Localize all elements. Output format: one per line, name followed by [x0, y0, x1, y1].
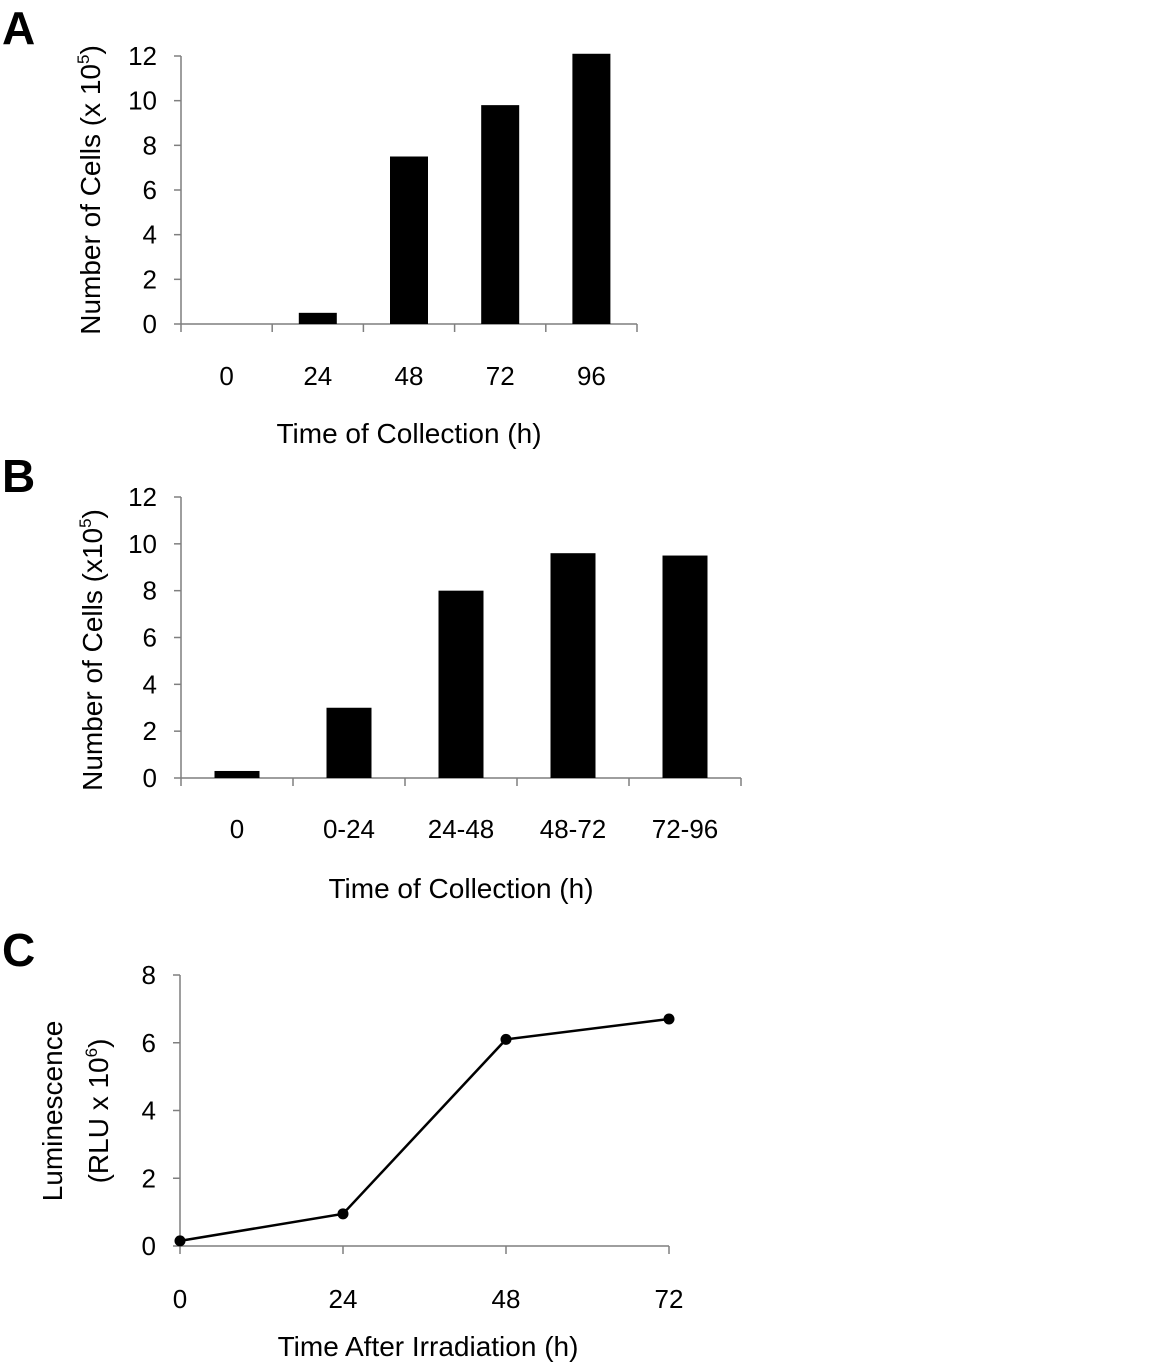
panel-c-y-axis-title-exponent: 6 — [82, 1048, 101, 1057]
panel-c-y-tick-label: 6 — [142, 1028, 156, 1058]
panel-a-bars — [298, 53, 611, 325]
panel-c-y-axis-title-line1: Luminescence — [37, 1021, 68, 1202]
panel-a-y-tick-label: 6 — [143, 175, 157, 205]
panel-a-y-tick-label: 4 — [143, 220, 157, 250]
panel-a-y-axis-title-exponent: 5 — [74, 55, 93, 64]
panel-b-x-tick-label: 0 — [230, 814, 244, 844]
panel-c-y-tick-label: 2 — [142, 1163, 156, 1193]
panel-a-x-tick-label: 48 — [395, 361, 424, 391]
panel-c-data-point — [663, 1013, 675, 1025]
panel-a-y-tick-label: 0 — [143, 309, 157, 339]
panel-c-x-tick-label: 0 — [173, 1284, 187, 1314]
panel-b-y-axis-title: Number of Cells (x105) — [76, 509, 108, 791]
panel-a-x-tick-label: 96 — [577, 361, 606, 391]
panel-c-x-tick-label: 72 — [655, 1284, 684, 1314]
panel-c-y-axis-title-line2: (RLU x 106) — [82, 1039, 114, 1184]
panel-a-y-tick-label: 12 — [128, 41, 157, 71]
panel-b-y-axis-title-tail: ) — [77, 509, 108, 518]
panel-b-bar — [326, 707, 372, 778]
panel-a-y-axis-title: Number of Cells (x 105) — [74, 45, 106, 335]
panel-c-x-tick-label: 48 — [492, 1284, 521, 1314]
panel-a-bar — [298, 312, 337, 324]
panel-label-a: A — [2, 2, 35, 54]
panel-b-x-axis-title: Time of Collection (h) — [328, 873, 593, 904]
panel-a-y-tick-label: 10 — [128, 86, 157, 116]
panel-b-y-tick-label: 4 — [143, 669, 157, 699]
panel-b-y-tick-label: 12 — [128, 482, 157, 512]
panel-c-data-point — [174, 1235, 186, 1247]
panel-b-x-tick-label: 72-96 — [652, 814, 719, 844]
panel-b-y-tick-label: 2 — [143, 716, 157, 746]
panel-label-b: B — [2, 450, 35, 502]
panel-label-c: C — [2, 924, 35, 976]
panel-a-bar — [390, 156, 428, 324]
panel-b-x-tick-label: 24-48 — [428, 814, 495, 844]
panel-c-data-point — [337, 1208, 349, 1220]
panel-b-y-axis-title-exponent: 5 — [76, 518, 95, 527]
panel-a-x-axis-title: Time of Collection (h) — [276, 418, 541, 449]
panel-b-y-tick-label: 0 — [143, 763, 157, 793]
panel-a-x-tick-label: 72 — [486, 361, 515, 391]
panel-c-y-tick-label: 8 — [142, 960, 156, 990]
panel-a-y-axis-title-main: Number of Cells (x 10 — [75, 64, 106, 335]
panel-b-bar — [438, 590, 484, 778]
panel-b-x-tick-label: 0-24 — [323, 814, 375, 844]
panel-b-x-tick-label: 48-72 — [540, 814, 607, 844]
panel-a-bar — [481, 105, 520, 324]
panel-c-y-tick-label: 0 — [142, 1231, 156, 1261]
panel-b-bars — [214, 553, 708, 778]
panel-b: B 0 2 4 6 8 10 12 0 0-24 24-48 48-72 72-96 Time of … — [2, 450, 742, 904]
panel-c-y-axis-title-tail: ) — [83, 1039, 114, 1048]
panel-b-bar — [662, 555, 708, 778]
panel-c-y-axis-title-main: (RLU x 10 — [83, 1057, 114, 1183]
panel-c-series — [174, 1013, 675, 1247]
panel-b-y-tick-label: 10 — [128, 529, 157, 559]
panel-a-x-tick-label: 24 — [303, 361, 332, 391]
panel-b-bar — [214, 770, 260, 778]
panel-c-x-tick-label: 24 — [329, 1284, 358, 1314]
panel-a-axes — [174, 55, 638, 332]
panel-a-y-axis-title-tail: ) — [75, 45, 106, 54]
panel-b-y-tick-label: 6 — [143, 623, 157, 653]
panel-b-y-tick-label: 8 — [143, 576, 157, 606]
panel-b-y-axis-title-main: Number of Cells (x10 — [77, 528, 108, 791]
panel-b-bar — [550, 553, 596, 778]
panel-c-x-axis-title: Time After Irradiation (h) — [278, 1331, 579, 1362]
panel-a-y-tick-label: 2 — [143, 264, 157, 294]
panel-a-x-tick-label: 0 — [219, 361, 233, 391]
panel-b-tick-labels: 0 2 4 6 8 10 12 0 0-24 24-48 48-72 72-96 — [128, 482, 718, 844]
panel-c-axes — [173, 974, 670, 1254]
panel-a-bar — [572, 53, 611, 325]
panel-c-y-tick-label: 4 — [142, 1096, 156, 1126]
panel-a-y-tick-label: 8 — [143, 130, 157, 160]
panel-c-series-line — [179, 1017, 670, 1243]
panel-c-data-point — [500, 1033, 512, 1045]
